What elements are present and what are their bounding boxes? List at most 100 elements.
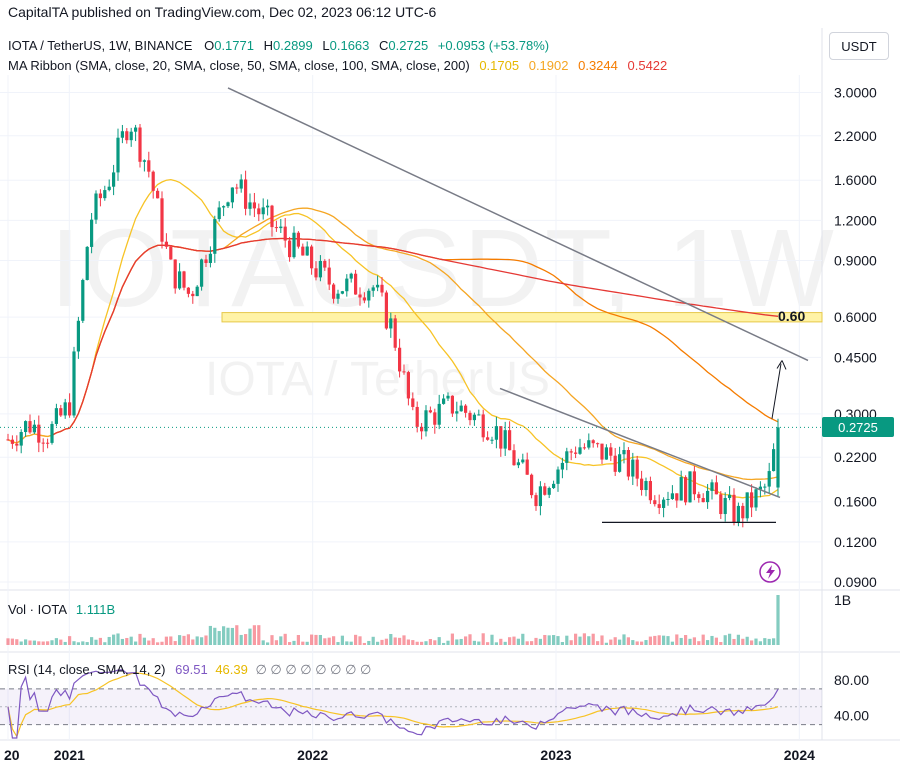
candle-body bbox=[640, 478, 644, 491]
volume-bar bbox=[763, 638, 767, 645]
volume-bar bbox=[208, 625, 212, 645]
candle-body bbox=[512, 450, 516, 466]
candle-body bbox=[50, 423, 54, 443]
volume-bar bbox=[90, 637, 94, 645]
candle-body bbox=[609, 447, 613, 456]
volume-bar bbox=[578, 636, 582, 645]
candle-body bbox=[336, 293, 340, 299]
candle-body bbox=[684, 477, 688, 503]
candle-body bbox=[103, 190, 107, 199]
volume-bar bbox=[516, 638, 520, 645]
candle-body bbox=[406, 372, 410, 399]
volume-title[interactable]: Vol · IOTA bbox=[8, 602, 67, 617]
candle-body bbox=[741, 505, 745, 519]
candle-body bbox=[398, 347, 402, 372]
candle-body bbox=[534, 495, 538, 507]
volume-bar bbox=[613, 637, 617, 645]
candle-body bbox=[195, 286, 199, 297]
candle-body bbox=[565, 451, 569, 463]
volume-bar bbox=[323, 638, 327, 645]
candle-body bbox=[200, 259, 204, 287]
price-tick-label: 3.0000 bbox=[834, 84, 877, 100]
minor-downtrend-line bbox=[499, 387, 781, 499]
candle-body bbox=[767, 471, 771, 487]
ma20-line bbox=[7, 178, 779, 499]
candle-body bbox=[169, 246, 173, 260]
candle-body bbox=[28, 421, 32, 433]
ma20-value: 0.1705 bbox=[479, 58, 520, 73]
volume-legend: Vol · IOTA 1.111B bbox=[8, 602, 115, 617]
candle-body bbox=[213, 219, 217, 254]
candle-body bbox=[574, 452, 578, 454]
volume-bar bbox=[736, 634, 740, 645]
volume-bar bbox=[560, 642, 564, 645]
volume-bar bbox=[604, 642, 608, 645]
volume-bar bbox=[120, 638, 124, 645]
volume-bar bbox=[776, 595, 780, 645]
candle-body bbox=[468, 412, 472, 421]
candle-body bbox=[54, 408, 58, 424]
volume-bar bbox=[384, 638, 388, 645]
volume-bar bbox=[41, 641, 45, 645]
volume-bar bbox=[301, 641, 305, 645]
candle-body bbox=[68, 402, 72, 416]
volume-bar bbox=[226, 627, 230, 645]
volume-bar bbox=[50, 640, 54, 645]
price-tick-label: 0.2200 bbox=[834, 449, 877, 465]
candle-body bbox=[499, 426, 503, 449]
time-tick-label: 2024 bbox=[784, 747, 815, 763]
candle-body bbox=[32, 424, 36, 433]
volume-bar bbox=[72, 641, 76, 645]
volume-bar bbox=[464, 636, 468, 645]
candle-body bbox=[19, 432, 23, 446]
volume-bar bbox=[543, 634, 547, 645]
candle-body bbox=[530, 474, 534, 496]
price-tick-label: 0.1200 bbox=[834, 534, 877, 550]
candles-group bbox=[6, 123, 780, 528]
volume-bar bbox=[54, 638, 58, 645]
volume-bar bbox=[24, 639, 28, 645]
rsi-title[interactable]: RSI (14, close, SMA, 14, 2) bbox=[8, 662, 166, 677]
volume-bar bbox=[477, 641, 481, 645]
rsi-na-values: ∅ ∅ ∅ ∅ ∅ ∅ ∅ ∅ bbox=[255, 662, 372, 677]
volume-bar bbox=[411, 640, 415, 645]
candle-body bbox=[481, 414, 485, 438]
volume-bar bbox=[565, 635, 569, 645]
candle-body bbox=[648, 481, 652, 501]
candle-body bbox=[252, 202, 256, 209]
volume-bar bbox=[719, 642, 723, 645]
candle-body bbox=[587, 440, 591, 448]
price-tick-label: 1.2000 bbox=[834, 212, 877, 228]
candle-body bbox=[323, 260, 327, 268]
candle-body bbox=[288, 240, 292, 258]
volume-bar bbox=[670, 641, 674, 645]
open-value: 0.1771 bbox=[214, 38, 254, 53]
volume-bar bbox=[481, 633, 485, 645]
candle-body bbox=[257, 208, 261, 215]
candle-body bbox=[85, 246, 89, 280]
volume-bar bbox=[530, 641, 534, 645]
candle-body bbox=[15, 443, 19, 446]
candle-body bbox=[763, 486, 767, 488]
rsi-tick-label: 80.00 bbox=[834, 672, 869, 688]
symbol-title[interactable]: IOTA / TetherUS, 1W, BINANCE bbox=[8, 38, 193, 53]
volume-bar bbox=[508, 637, 512, 645]
candle-body bbox=[450, 395, 454, 414]
volume-bar bbox=[63, 641, 67, 645]
lightning-icon[interactable] bbox=[759, 561, 781, 583]
candle-body bbox=[46, 442, 50, 444]
currency-button[interactable]: USDT bbox=[829, 32, 889, 60]
candle-body bbox=[178, 271, 182, 289]
candle-body bbox=[732, 494, 736, 523]
rsi-ma-value: 46.39 bbox=[215, 662, 248, 677]
candle-body bbox=[142, 160, 146, 162]
volume-bar bbox=[538, 638, 542, 645]
candle-body bbox=[37, 424, 41, 443]
ma-ribbon-title[interactable]: MA Ribbon (SMA, close, 20, SMA, close, 5… bbox=[8, 58, 470, 73]
high-value: 0.2899 bbox=[273, 38, 313, 53]
candle-body bbox=[613, 455, 617, 472]
volume-bar bbox=[270, 635, 274, 645]
volume-bar bbox=[534, 637, 538, 645]
volume-bar bbox=[151, 638, 155, 645]
